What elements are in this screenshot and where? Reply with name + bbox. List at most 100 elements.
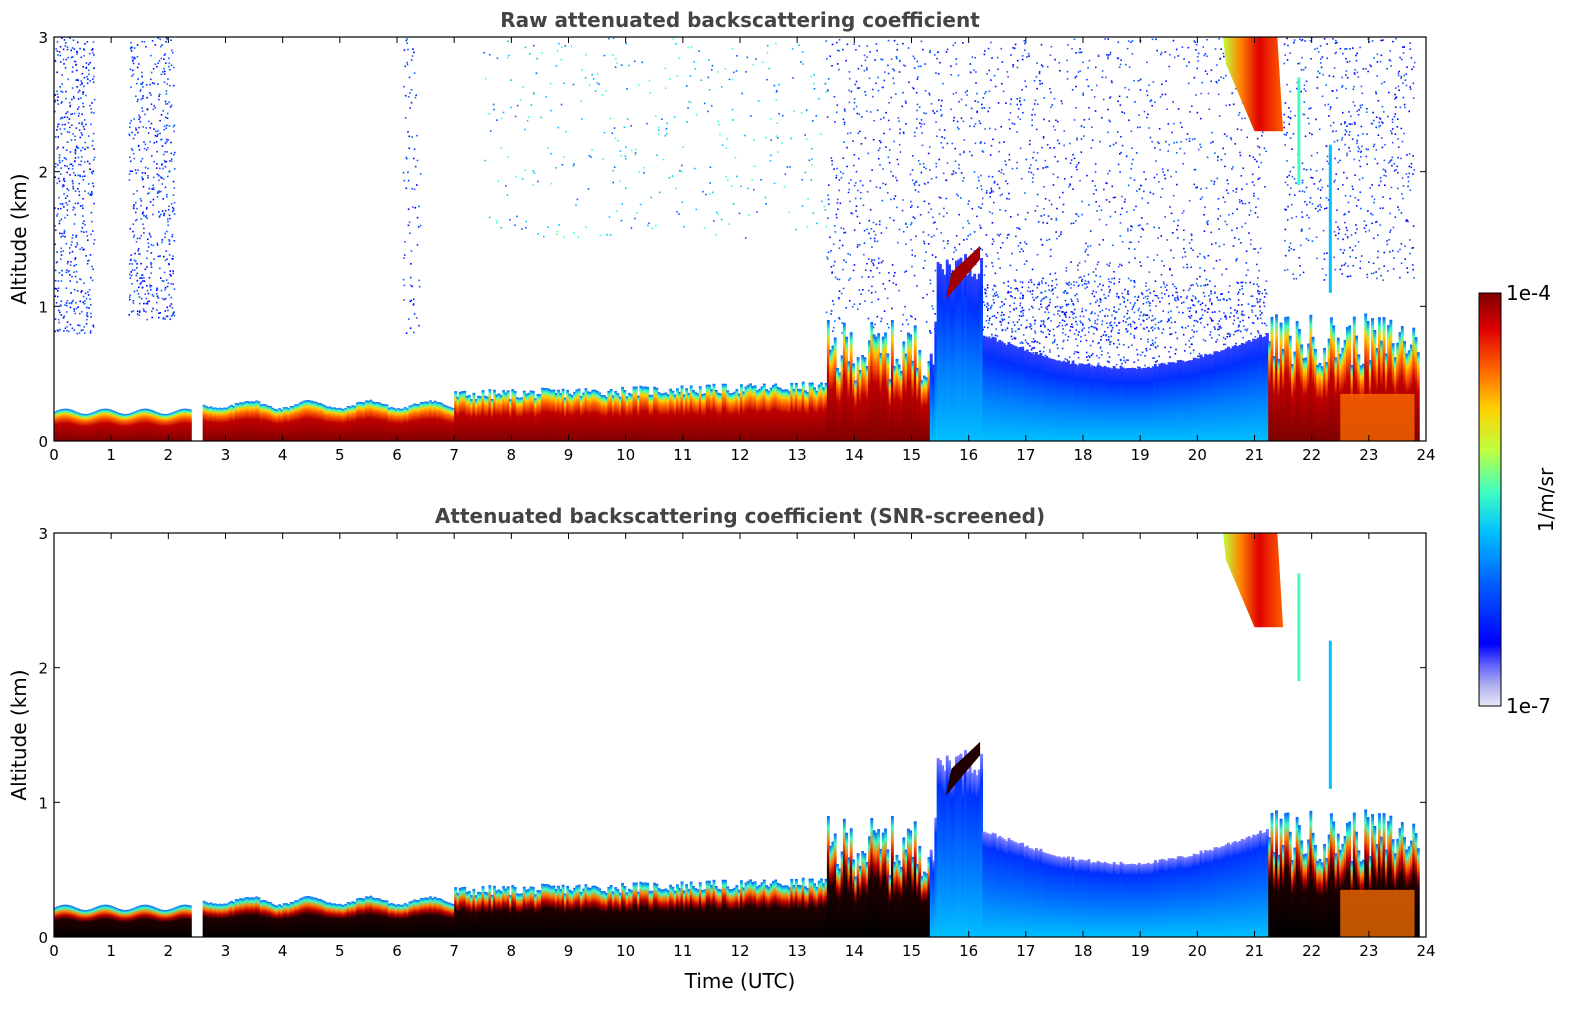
noise-dot [1301,181,1304,184]
noise-dot [1264,289,1266,291]
noise-dot [838,179,841,181]
noise-dot [1156,49,1158,52]
noise-dot [1032,108,1034,111]
noise-dot [986,309,989,312]
noise-dot [1042,319,1045,322]
noise-dot [775,42,777,45]
noise-dot [1050,91,1052,94]
noise-dot [82,222,84,225]
noise-dot [1290,203,1293,206]
layer-column [319,403,323,441]
noise-dot [1236,128,1239,130]
noise-dot [418,285,421,288]
layer-column [360,402,364,441]
noise-dot [135,95,137,98]
noise-dot [841,244,844,247]
noise-dot [1335,173,1338,176]
noise-dot [940,105,942,107]
noise-dot [888,279,891,282]
noise-dot [827,78,830,80]
noise-dot [875,82,877,85]
noise-dot [850,212,853,214]
noise-dot [143,227,145,230]
noise-dot [132,69,134,72]
noise-dot [1059,69,1061,72]
noise-dot [1063,144,1066,147]
noise-dot [813,82,815,85]
noise-dot [1188,315,1190,318]
noise-dot [981,197,984,200]
noise-dot [876,315,879,318]
noise-dot [983,53,986,56]
noise-dot [1346,236,1349,238]
noise-dot [92,41,95,43]
noise-dot [1077,300,1079,303]
noise-dot [1117,163,1120,166]
noise-dot [1182,301,1185,304]
noise-dot [1188,199,1191,202]
noise-dot [838,298,840,300]
noise-dot [852,164,855,167]
noise-dot [76,53,78,55]
layer-column [342,408,346,441]
noise-dot [83,220,85,222]
noise-dot [857,308,859,311]
noise-dot [93,148,95,150]
noise-dot [81,82,84,85]
noise-dot [620,154,622,157]
noise-dot [1298,62,1301,65]
noise-dot [69,151,72,153]
noise-dot [146,289,149,292]
noise-dot [1044,166,1047,169]
noise-dot [506,194,509,197]
noise-dot [72,133,74,135]
noise-dot [1382,122,1384,124]
noise-dot [63,231,66,233]
noise-dot [1345,70,1348,72]
noise-dot [1233,319,1236,322]
noise-dot [1188,339,1191,342]
noise-dot [1036,341,1039,343]
noise-dot [1299,244,1302,247]
noise-dot [1101,309,1104,312]
noise-dot [965,104,967,107]
noise-dot [1412,246,1414,249]
noise-dot [140,200,143,202]
noise-dot [1035,128,1038,131]
noise-dot [1345,74,1347,76]
noise-dot [781,114,784,117]
layer-column [362,402,366,441]
noise-dot [1105,199,1108,201]
noise-dot [1377,234,1379,236]
layer-column [163,414,167,441]
noise-dot [1222,77,1225,80]
noise-dot [1343,264,1346,266]
noise-dot [1056,176,1059,179]
noise-dot [954,246,956,249]
noise-dot [827,194,829,197]
noise-dot [1048,199,1051,202]
noise-dot [89,123,92,126]
noise-dot [163,81,166,83]
noise-dot [1178,311,1180,314]
noise-dot [152,244,155,247]
noise-dot [1136,190,1138,192]
noise-dot [1060,233,1062,236]
noise-dot [1087,85,1090,88]
noise-dot [77,98,80,100]
noise-dot [1165,80,1167,82]
noise-dot [831,64,833,67]
noise-dot [509,218,511,221]
noise-dot [1181,212,1184,214]
noise-dot [1230,137,1232,139]
noise-dot [1146,318,1148,321]
noise-dot [853,43,855,45]
noise-dot [1036,168,1039,170]
noise-dot [603,54,606,57]
noise-dot [1388,238,1390,241]
noise-dot [409,232,411,234]
noise-dot [864,59,867,62]
layer-column [207,407,211,441]
noise-dot [703,102,706,105]
noise-dot [147,246,150,248]
